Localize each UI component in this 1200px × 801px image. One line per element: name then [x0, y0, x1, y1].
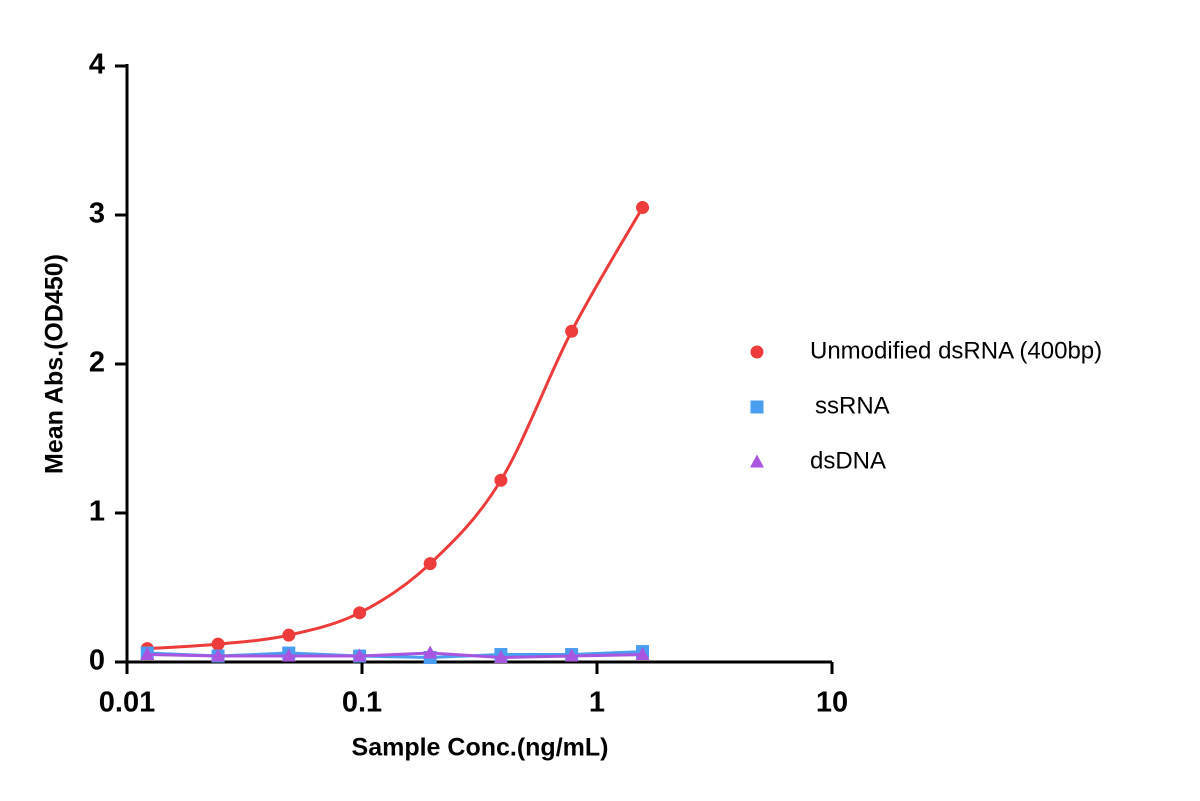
series-line: [147, 651, 643, 660]
data-point: [353, 606, 367, 620]
data-point: [140, 647, 155, 661]
legend-marker: [750, 345, 764, 359]
y-tick-label: 0: [89, 645, 105, 677]
y-tick-label: 1: [89, 496, 105, 528]
legend-label: ssRNA: [815, 392, 890, 419]
y-tick-label: 2: [89, 347, 105, 379]
x-tick-label: 1: [589, 687, 605, 719]
data-point: [565, 324, 579, 338]
data-point: [494, 473, 508, 487]
legend-label: dsDNA: [810, 447, 886, 474]
series-line: [147, 206, 644, 651]
data-point: [423, 645, 438, 659]
legend-label: Unmodified dsRNA (400bp): [810, 337, 1102, 364]
y-axis-title: Mean Abs.(OD450): [41, 254, 69, 474]
data-point: [564, 648, 579, 662]
y-tick-label: 4: [89, 49, 105, 81]
data-point: [352, 648, 367, 662]
data-point: [493, 650, 508, 664]
data-point: [282, 628, 296, 642]
data-point: [281, 648, 296, 662]
legend-marker: [750, 454, 764, 468]
data-point: [211, 648, 226, 662]
x-tick-label: 10: [816, 687, 848, 719]
y-tick-label: 3: [89, 198, 105, 230]
legend-marker: [750, 400, 764, 414]
x-axis-title: Sample Conc.(ng/mL): [352, 734, 609, 762]
data-point: [635, 647, 650, 661]
x-tick-label: 0.1: [342, 687, 382, 719]
data-point: [211, 637, 225, 651]
data-point: [636, 201, 650, 215]
data-point: [423, 557, 437, 571]
x-tick-label: 0.01: [99, 687, 155, 719]
